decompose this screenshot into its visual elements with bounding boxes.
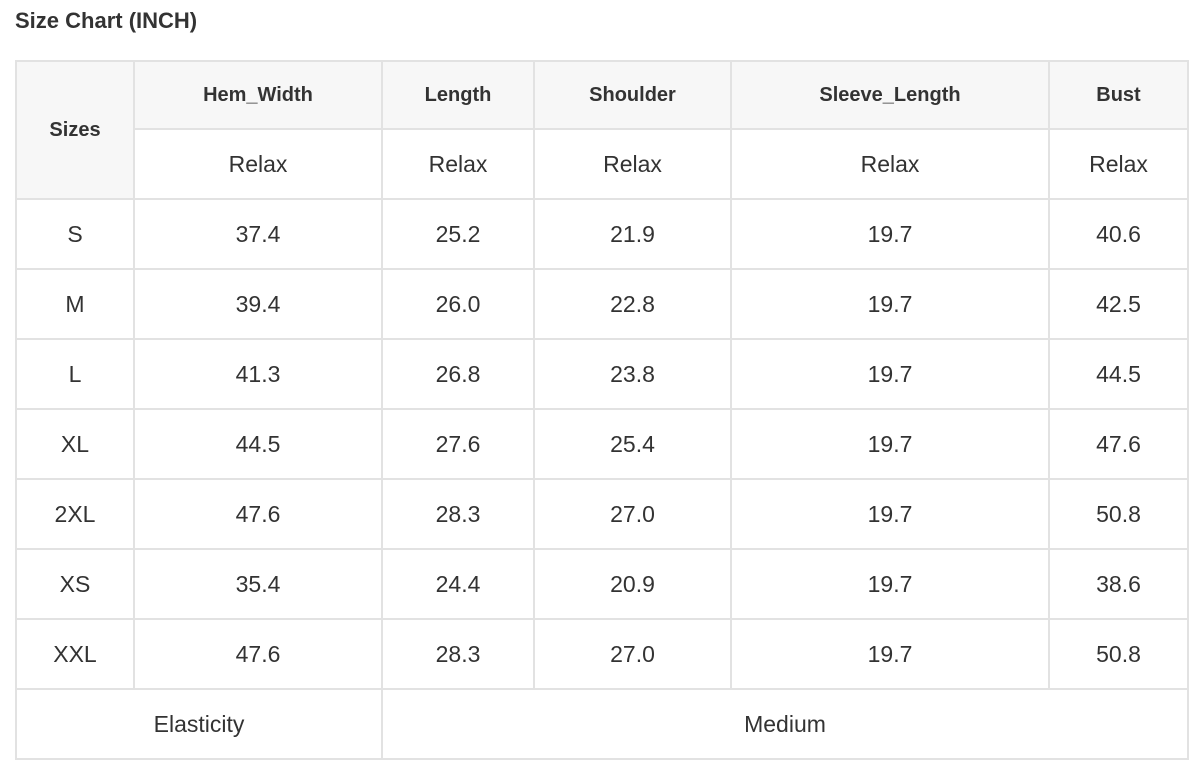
value-cell: 47.6 bbox=[133, 618, 383, 690]
subheader: Relax bbox=[133, 128, 383, 200]
size-cell: M bbox=[15, 268, 135, 340]
value-cell: 27.0 bbox=[533, 618, 732, 690]
header-row: Sizes Hem_Width Length Shoulder Sleeve_L… bbox=[15, 60, 1189, 200]
column-header: Bust bbox=[1048, 60, 1189, 130]
table-row: XS 35.4 24.4 20.9 19.7 38.6 bbox=[15, 548, 1189, 620]
page-title: Size Chart (INCH) bbox=[15, 8, 198, 33]
value-cell: 20.9 bbox=[533, 548, 732, 620]
value-cell: 37.4 bbox=[133, 198, 383, 270]
elasticity-label: Elasticity bbox=[15, 688, 383, 760]
value-cell: 44.5 bbox=[1048, 338, 1189, 410]
value-cell: 27.6 bbox=[381, 408, 535, 480]
value-cell: 50.8 bbox=[1048, 478, 1189, 550]
subheader: Relax bbox=[533, 128, 732, 200]
value-cell: 25.2 bbox=[381, 198, 535, 270]
footer-row: Elasticity Medium bbox=[15, 688, 1189, 760]
subheader: Relax bbox=[381, 128, 535, 200]
size-cell: XS bbox=[15, 548, 135, 620]
value-cell: 25.4 bbox=[533, 408, 732, 480]
table-row: M 39.4 26.0 22.8 19.7 42.5 bbox=[15, 268, 1189, 340]
column-header: Sleeve_Length bbox=[730, 60, 1050, 130]
value-cell: 26.0 bbox=[381, 268, 535, 340]
value-cell: 47.6 bbox=[1048, 408, 1189, 480]
size-cell: L bbox=[15, 338, 135, 410]
column-header: Shoulder bbox=[533, 60, 732, 130]
table-row: 2XL 47.6 28.3 27.0 19.7 50.8 bbox=[15, 478, 1189, 550]
value-cell: 47.6 bbox=[133, 478, 383, 550]
value-cell: 41.3 bbox=[133, 338, 383, 410]
value-cell: 19.7 bbox=[730, 198, 1050, 270]
table-row: XXL 47.6 28.3 27.0 19.7 50.8 bbox=[15, 618, 1189, 690]
value-cell: 19.7 bbox=[730, 338, 1050, 410]
subheader: Relax bbox=[730, 128, 1050, 200]
value-cell: 19.7 bbox=[730, 268, 1050, 340]
value-cell: 42.5 bbox=[1048, 268, 1189, 340]
elasticity-value: Medium bbox=[381, 688, 1189, 760]
value-cell: 28.3 bbox=[381, 478, 535, 550]
value-cell: 24.4 bbox=[381, 548, 535, 620]
sizes-header: Sizes bbox=[15, 60, 135, 200]
value-cell: 23.8 bbox=[533, 338, 732, 410]
value-cell: 22.8 bbox=[533, 268, 732, 340]
value-cell: 40.6 bbox=[1048, 198, 1189, 270]
size-cell: S bbox=[15, 198, 135, 270]
value-cell: 50.8 bbox=[1048, 618, 1189, 690]
value-cell: 21.9 bbox=[533, 198, 732, 270]
value-cell: 19.7 bbox=[730, 618, 1050, 690]
value-cell: 19.7 bbox=[730, 548, 1050, 620]
size-chart-table: Sizes Hem_Width Length Shoulder Sleeve_L… bbox=[15, 60, 1189, 760]
table-row: S 37.4 25.2 21.9 19.7 40.6 bbox=[15, 198, 1189, 270]
value-cell: 26.8 bbox=[381, 338, 535, 410]
size-cell: XL bbox=[15, 408, 135, 480]
value-cell: 28.3 bbox=[381, 618, 535, 690]
table-row: L 41.3 26.8 23.8 19.7 44.5 bbox=[15, 338, 1189, 410]
value-cell: 27.0 bbox=[533, 478, 732, 550]
value-cell: 44.5 bbox=[133, 408, 383, 480]
table-row: XL 44.5 27.6 25.4 19.7 47.6 bbox=[15, 408, 1189, 480]
subheader-row: Relax Relax Relax Relax Relax bbox=[16, 128, 1189, 200]
column-header: Hem_Width bbox=[133, 60, 383, 130]
value-cell: 39.4 bbox=[133, 268, 383, 340]
size-cell: XXL bbox=[15, 618, 135, 690]
subheader: Relax bbox=[1048, 128, 1189, 200]
value-cell: 35.4 bbox=[133, 548, 383, 620]
value-cell: 19.7 bbox=[730, 478, 1050, 550]
column-header: Length bbox=[381, 60, 535, 130]
size-cell: 2XL bbox=[15, 478, 135, 550]
value-cell: 19.7 bbox=[730, 408, 1050, 480]
value-cell: 38.6 bbox=[1048, 548, 1189, 620]
